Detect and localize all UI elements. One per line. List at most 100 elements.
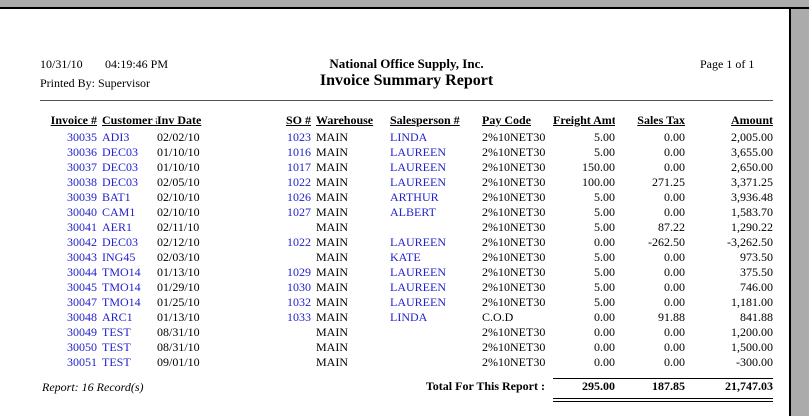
cell-amount: 3,936.48 bbox=[731, 190, 773, 204]
cell-so-number[interactable]: 1022 bbox=[287, 235, 311, 249]
cell-salesperson bbox=[387, 340, 479, 355]
cell-amount: 1,583.70 bbox=[731, 205, 773, 219]
cell-salesperson[interactable]: LINDA bbox=[390, 310, 428, 324]
cell-amount: 746.00 bbox=[740, 280, 773, 294]
invoice-row: 30045 TMO14 01/29/10 1030 MAIN LAUREEN 2%10NET… bbox=[40, 280, 773, 295]
cell-invoice-number[interactable]: 30039 bbox=[67, 190, 97, 204]
cell-warehouse: MAIN bbox=[316, 190, 348, 204]
cell-invoice-number[interactable]: 30048 bbox=[67, 310, 97, 324]
table-spacer bbox=[40, 370, 773, 379]
cell-customer-number[interactable]: TMO14 bbox=[102, 295, 141, 309]
cell-so-number[interactable]: 1026 bbox=[287, 190, 311, 204]
cell-invoice-number[interactable]: 30037 bbox=[67, 160, 97, 174]
cell-amount: 375.50 bbox=[740, 265, 773, 279]
cell-amount: -300.00 bbox=[736, 355, 773, 369]
total-label: Total For This Report : bbox=[425, 379, 545, 393]
cell-customer-number[interactable]: CAM1 bbox=[102, 205, 136, 219]
cell-salesperson[interactable]: LAUREEN bbox=[390, 160, 446, 174]
cell-customer-number[interactable]: TMO14 bbox=[102, 265, 141, 279]
cell-so-number[interactable]: 1029 bbox=[287, 265, 311, 279]
cell-sales-tax: -262.50 bbox=[648, 235, 685, 249]
cell-invoice-number[interactable]: 30051 bbox=[67, 355, 97, 369]
cell-so-number[interactable]: 1027 bbox=[287, 205, 311, 219]
cell-customer-number[interactable]: DEC03 bbox=[102, 235, 138, 249]
cell-salesperson[interactable]: LAUREEN bbox=[390, 295, 446, 309]
cell-warehouse: MAIN bbox=[316, 145, 348, 159]
cell-invoice-number[interactable]: 30043 bbox=[67, 250, 97, 264]
cell-invoice-number[interactable]: 30045 bbox=[67, 280, 97, 294]
cell-customer-number[interactable]: DEC03 bbox=[102, 175, 138, 189]
cell-warehouse: MAIN bbox=[316, 325, 348, 339]
cell-salesperson[interactable]: LINDA bbox=[390, 130, 428, 144]
cell-so-number[interactable]: 1017 bbox=[287, 160, 311, 174]
record-count-label: Report: 16 Record(s) bbox=[42, 380, 144, 394]
cell-customer-number[interactable]: TMO14 bbox=[102, 280, 141, 294]
cell-pay-code: 2%10NET30 bbox=[482, 130, 546, 144]
cell-invoice-number[interactable]: 30044 bbox=[67, 265, 97, 279]
cell-sales-tax: 0.00 bbox=[664, 325, 685, 339]
cell-customer-number[interactable]: ADI3 bbox=[102, 130, 130, 144]
column-header-salesperson: Salesperson # bbox=[390, 113, 460, 127]
cell-customer-number[interactable]: TEST bbox=[102, 355, 131, 369]
cell-invoice-number[interactable]: 30038 bbox=[67, 175, 97, 189]
cell-invoice-date: 09/01/10 bbox=[157, 355, 200, 369]
cell-freight-amount: 5.00 bbox=[594, 145, 615, 159]
cell-sales-tax: 0.00 bbox=[664, 280, 685, 294]
cell-so-number[interactable]: 1032 bbox=[287, 295, 311, 309]
cell-pay-code: 2%10NET30 bbox=[482, 325, 546, 339]
cell-customer-number[interactable]: AER1 bbox=[102, 220, 132, 234]
report-date: 10/31/10 bbox=[40, 57, 83, 71]
invoice-row: 30043 ING45 02/03/10 MAIN KATE 2%10NET30 5.00 0… bbox=[40, 250, 773, 265]
invoice-row: 30048 ARC1 01/13/10 1033 MAIN LINDA C.O.D 0.00 9… bbox=[40, 310, 773, 325]
cell-pay-code: 2%10NET30 bbox=[482, 340, 546, 354]
total-double-rule bbox=[40, 394, 773, 402]
cell-customer-number[interactable]: TEST bbox=[102, 325, 131, 339]
cell-salesperson[interactable]: LAUREEN bbox=[390, 235, 446, 249]
cell-sales-tax: 0.00 bbox=[664, 340, 685, 354]
cell-so-number[interactable]: 1030 bbox=[287, 280, 311, 294]
cell-amount: -3,262.50 bbox=[727, 235, 773, 249]
cell-salesperson[interactable]: LAUREEN bbox=[390, 280, 446, 294]
cell-salesperson[interactable]: ALBERT bbox=[390, 205, 436, 219]
cell-salesperson[interactable]: LAUREEN bbox=[390, 175, 446, 189]
cell-invoice-number[interactable]: 30040 bbox=[67, 205, 97, 219]
preview-chrome-right bbox=[791, 9, 809, 416]
table-header-row: Invoice # Customer # Inv Date SO # Warehouse… bbox=[40, 106, 773, 130]
cell-sales-tax: 0.00 bbox=[664, 130, 685, 144]
cell-freight-amount: 100.00 bbox=[582, 175, 615, 189]
cell-pay-code: 2%10NET30 bbox=[482, 220, 546, 234]
cell-so-number bbox=[241, 355, 311, 370]
cell-invoice-number[interactable]: 30035 bbox=[67, 130, 97, 144]
column-header-invoice-number: Invoice # bbox=[50, 113, 97, 127]
cell-invoice-number[interactable]: 30041 bbox=[67, 220, 97, 234]
header-divider bbox=[40, 100, 773, 101]
cell-salesperson[interactable]: KATE bbox=[390, 250, 421, 264]
cell-customer-number[interactable]: TEST bbox=[102, 340, 131, 354]
cell-invoice-number[interactable]: 30036 bbox=[67, 145, 97, 159]
cell-customer-number[interactable]: DEC03 bbox=[102, 145, 138, 159]
cell-invoice-number[interactable]: 30049 bbox=[67, 325, 97, 339]
cell-sales-tax: 0.00 bbox=[664, 160, 685, 174]
cell-so-number[interactable]: 1033 bbox=[287, 310, 311, 324]
cell-customer-number[interactable]: BAT1 bbox=[102, 190, 131, 204]
cell-customer-number[interactable]: ING45 bbox=[102, 250, 136, 264]
cell-so-number[interactable]: 1023 bbox=[287, 130, 311, 144]
cell-warehouse: MAIN bbox=[316, 235, 348, 249]
cell-invoice-number[interactable]: 30047 bbox=[67, 295, 97, 309]
page-number-label: Page 1 of 1 bbox=[700, 57, 755, 71]
cell-customer-number[interactable]: DEC03 bbox=[102, 160, 138, 174]
cell-pay-code: 2%10NET30 bbox=[482, 145, 546, 159]
cell-warehouse: MAIN bbox=[316, 340, 348, 354]
cell-salesperson[interactable]: LAUREEN bbox=[390, 265, 446, 279]
cell-salesperson[interactable]: LAUREEN bbox=[390, 145, 446, 159]
cell-invoice-number[interactable]: 30050 bbox=[67, 340, 97, 354]
cell-warehouse: MAIN bbox=[316, 295, 348, 309]
cell-customer-number[interactable]: ARC1 bbox=[102, 310, 133, 324]
cell-so-number[interactable]: 1022 bbox=[287, 175, 311, 189]
cell-invoice-number[interactable]: 30042 bbox=[67, 235, 97, 249]
cell-warehouse: MAIN bbox=[316, 205, 348, 219]
cell-freight-amount: 5.00 bbox=[594, 280, 615, 294]
company-name: National Office Supply, Inc. bbox=[329, 56, 484, 71]
cell-salesperson[interactable]: ARTHUR bbox=[390, 190, 439, 204]
cell-so-number[interactable]: 1016 bbox=[287, 145, 311, 159]
